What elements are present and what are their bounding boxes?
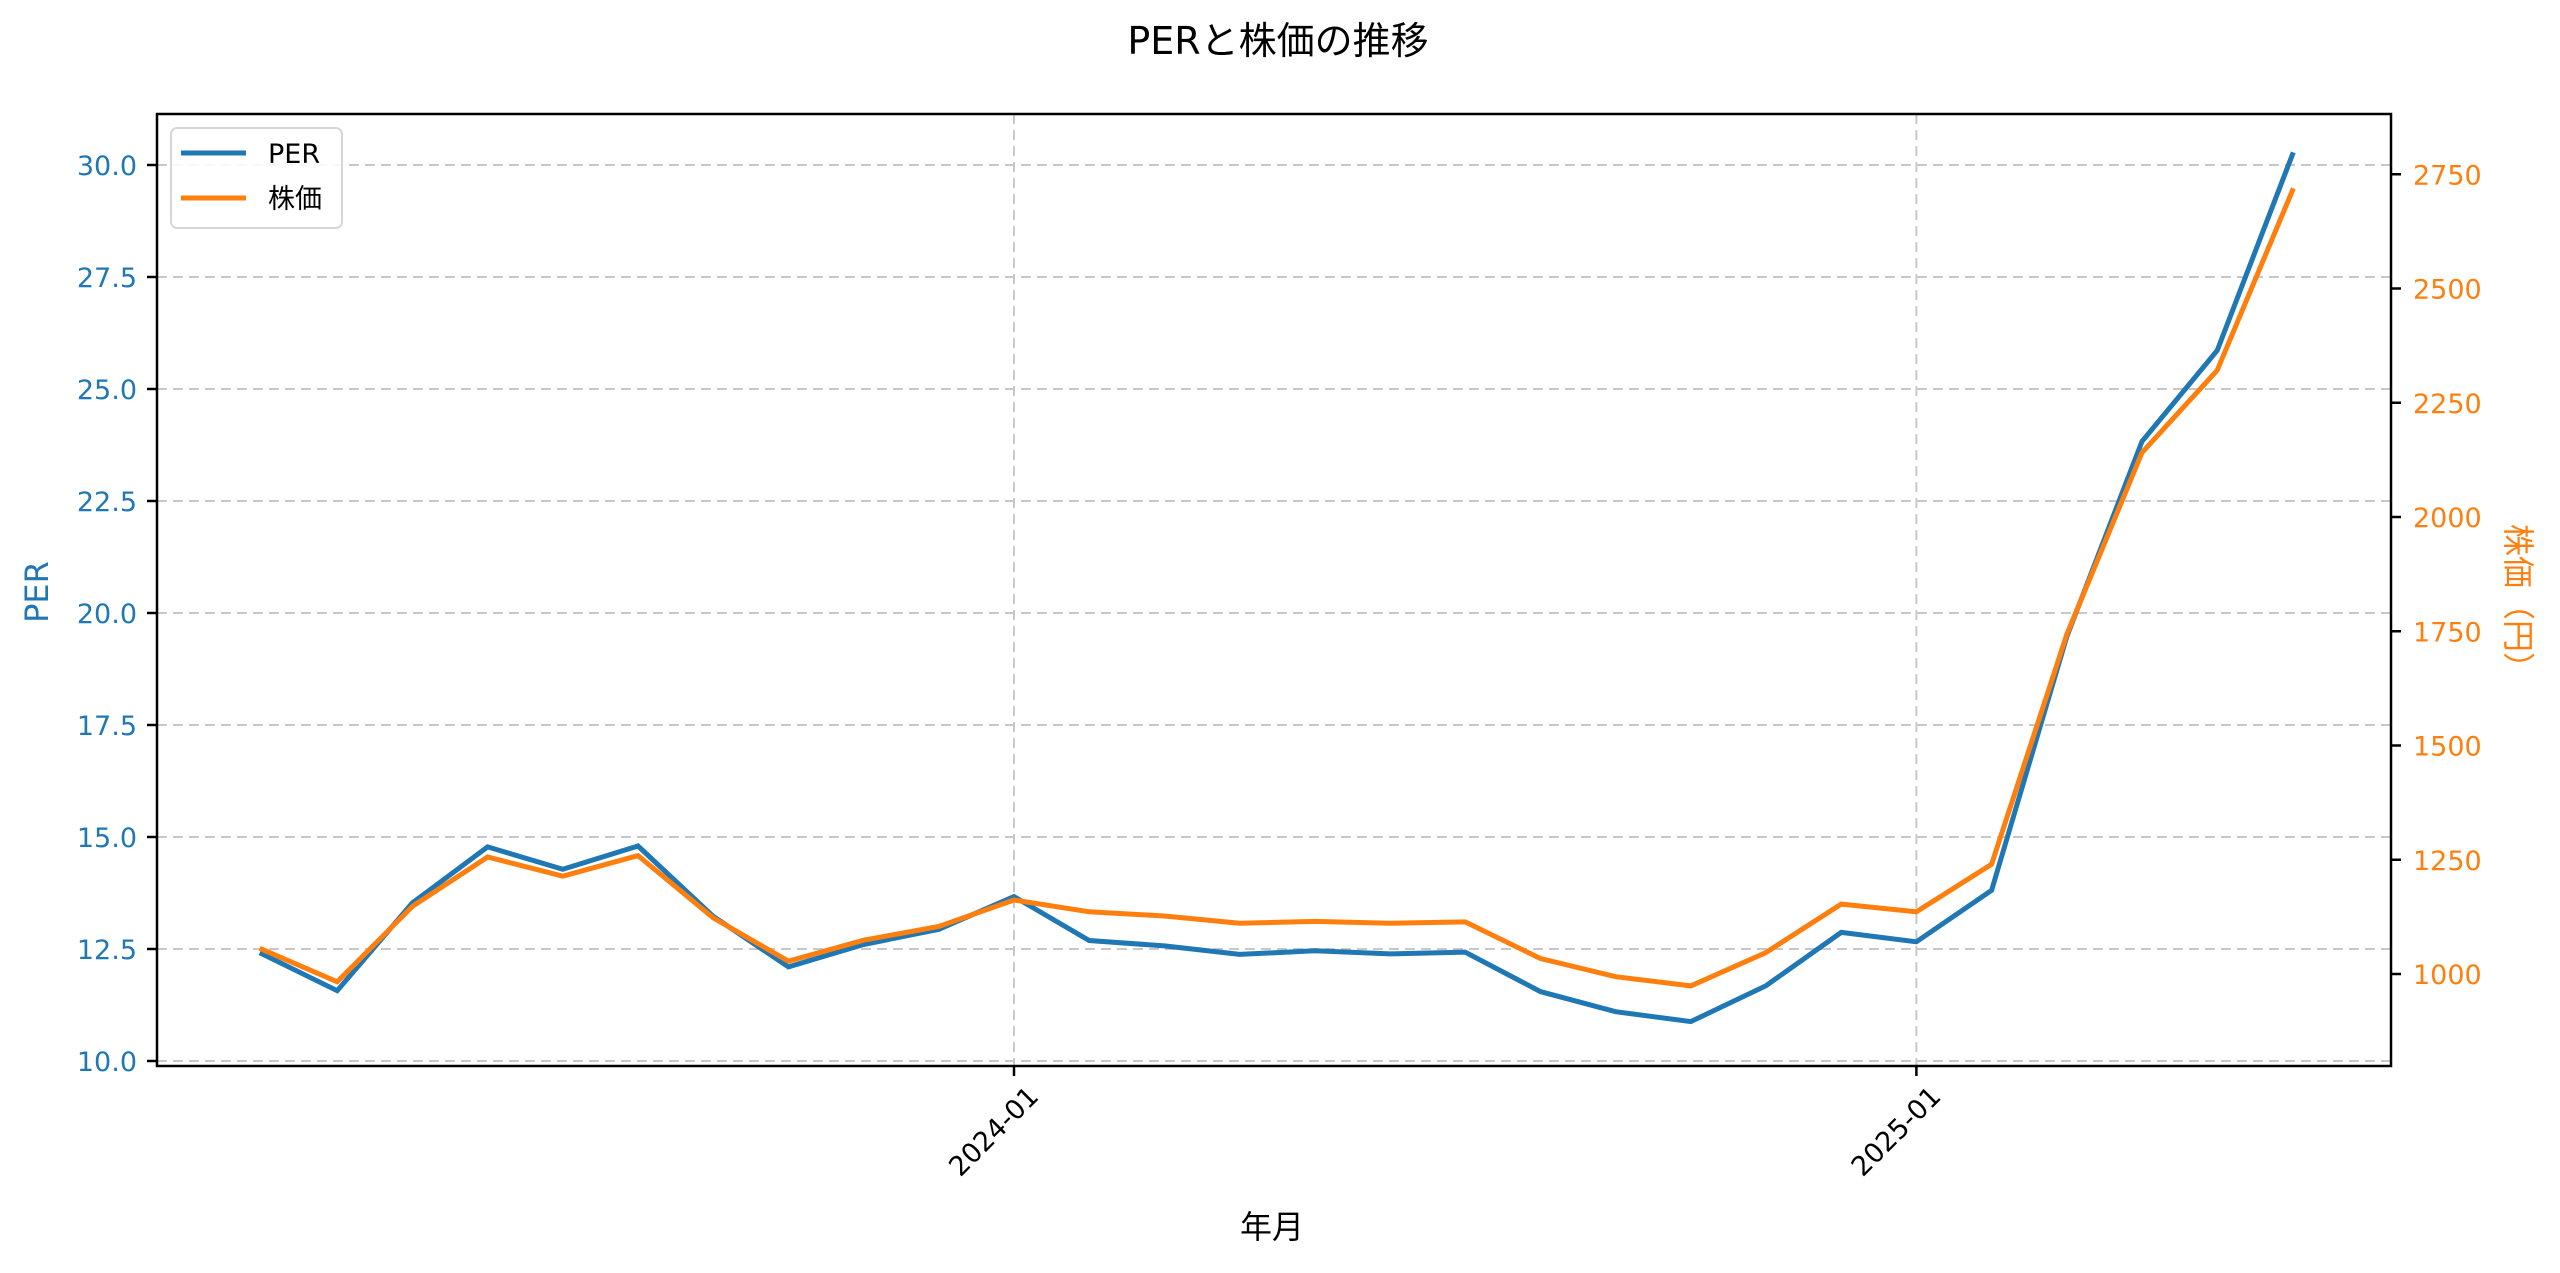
right-y-axis: 1000 1250 1500 1750 2000 2250 2500 2750 [2391, 160, 2482, 991]
x-tick-label: 2025-01 [1846, 1081, 1948, 1183]
right-tick-label: 1500 [2413, 732, 2482, 763]
chart-title: PERと株価の推移 [1127, 19, 1428, 63]
left-tick-label: 27.5 [77, 263, 137, 294]
right-tick-label: 2250 [2413, 389, 2482, 420]
left-tick-label: 22.5 [77, 487, 137, 518]
legend: PER 株価 [170, 127, 343, 229]
x-axis-label: 年月 [1240, 1208, 1304, 1246]
left-tick-label: 15.0 [77, 823, 137, 854]
right-tick-label: 2750 [2413, 160, 2482, 191]
left-tick-label: 25.0 [77, 375, 137, 406]
y-axis-label-left: PER [18, 561, 56, 623]
left-tick-label: 20.0 [77, 599, 137, 630]
x-axis: 2024-01 2025-01 [943, 1066, 1947, 1183]
right-tick-label: 1000 [2413, 960, 2482, 991]
left-tick-label: 17.5 [77, 711, 137, 742]
right-tick-label: 2500 [2413, 275, 2482, 306]
left-tick-label: 10.0 [77, 1047, 137, 1078]
right-tick-label: 1250 [2413, 846, 2482, 877]
plot-series [258, 151, 2296, 1025]
per-line [258, 151, 2296, 1025]
right-tick-label: 1750 [2413, 617, 2482, 648]
left-y-axis: 10.0 12.5 15.0 17.5 20.0 22.5 25.0 27.5 30.0 [77, 151, 157, 1078]
legend-price-label: 株価 [268, 184, 322, 215]
right-tick-label: 2000 [2413, 503, 2482, 534]
left-tick-label: 12.5 [77, 935, 137, 966]
x-tick-label: 2024-01 [943, 1081, 1045, 1183]
y-axis-label-right: 株価（円） [2499, 524, 2537, 684]
left-tick-label: 30.0 [77, 151, 137, 182]
legend-per-label: PER [268, 139, 320, 170]
price-line [258, 187, 2296, 989]
grid-lines [157, 114, 2391, 1066]
axes-frame [155, 112, 2393, 1068]
